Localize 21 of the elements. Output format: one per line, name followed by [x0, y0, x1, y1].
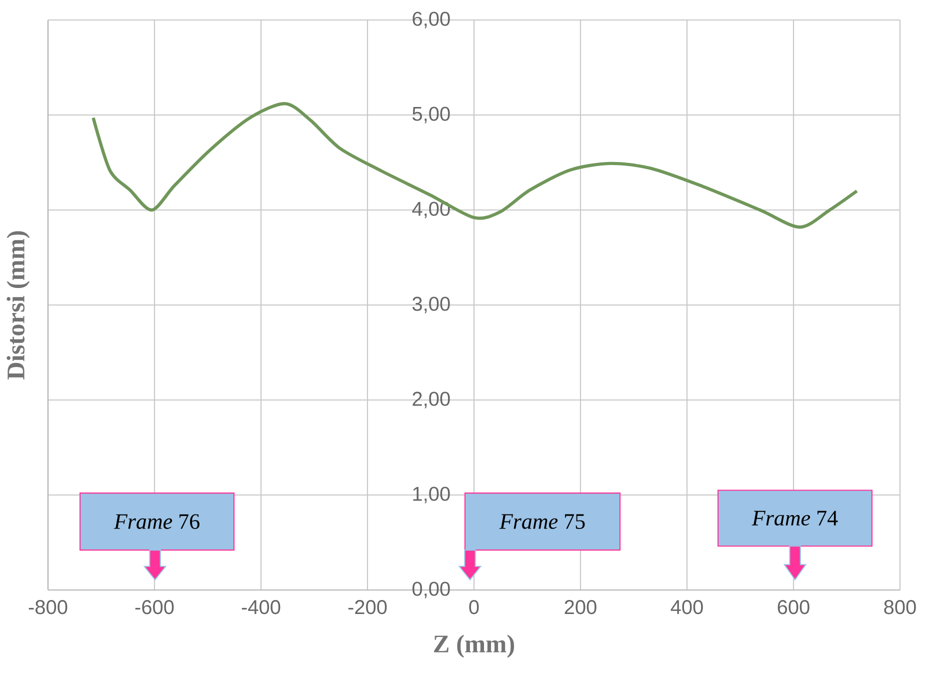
- y-axis-title: Distorsi (mm): [6, 231, 30, 380]
- line-series: [92, 102, 858, 229]
- x-tick-label: 600: [778, 600, 810, 614]
- y-tick-label: 6,00: [412, 12, 450, 28]
- x-tick-label: 400: [670, 600, 703, 614]
- x-tick-label: -800: [28, 600, 68, 614]
- x-tick-label: 200: [564, 600, 596, 614]
- annotation: Frame 75: [499, 514, 585, 529]
- x-tick-label: -200: [348, 600, 387, 614]
- x-axis-title: Z (mm): [434, 634, 514, 658]
- x-tick-label: -400: [242, 600, 280, 614]
- y-tick-label: 5,00: [412, 106, 450, 124]
- y-tick-label: 3,00: [412, 296, 450, 314]
- y-tick-label: 0,00: [412, 582, 450, 598]
- x-tick-label: 0: [469, 600, 479, 614]
- y-tick-label: 1,00: [413, 486, 450, 504]
- y-tick-label: 2,00: [412, 392, 450, 408]
- x-tick-label: -600: [135, 600, 174, 614]
- x-tick-label: 800: [884, 600, 916, 614]
- annotation: Frame 74: [752, 510, 838, 526]
- annotation: Frame 76: [114, 514, 200, 529]
